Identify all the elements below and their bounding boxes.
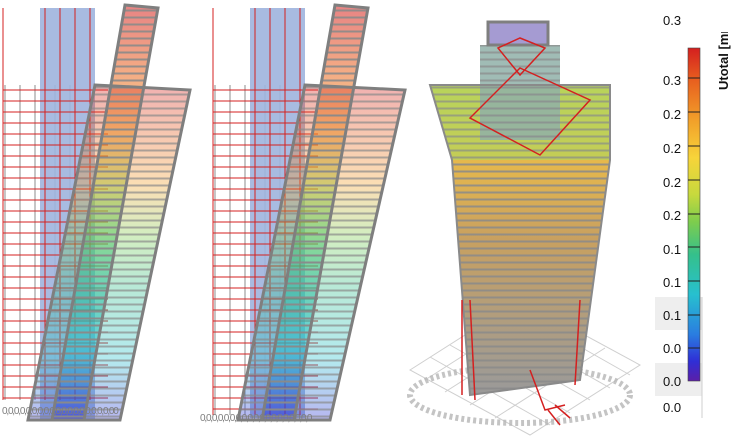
color-scale-bar xyxy=(687,47,703,418)
legend-top-label: 0.3 xyxy=(663,13,682,28)
legend-title: Utotal [mm] xyxy=(716,32,731,90)
legend-tick-label: 0.0 xyxy=(663,374,682,389)
3d-perspective-view xyxy=(407,20,641,436)
legend-tick-label: 0.0 xyxy=(663,341,682,356)
legend-tick-label: 0.3 xyxy=(663,73,682,88)
legend-tick-label: 0.2 xyxy=(663,141,682,156)
model-viewport[interactable]: 0,0,0,0,0,0,0,0,0,0,0,0,0,0,0,0,0,0,00 0… xyxy=(0,0,655,438)
legend-tick-label: 0.2 xyxy=(663,208,682,223)
base-bracing xyxy=(461,299,581,426)
ruler-middle: 0,0,0,0,0,0,0,0,0,0,0,0,0,0,0,0,0,0,0 xyxy=(200,413,312,424)
crown-bracing xyxy=(468,67,592,156)
legend-tick-label: 0.0 xyxy=(663,400,682,415)
roof-block xyxy=(488,22,548,45)
svg-text:Utotal [mm]: Utotal [mm] xyxy=(716,32,731,90)
color-legend: 0.3 Utotal [mm] xyxy=(655,0,737,438)
roof-bracing xyxy=(496,37,547,77)
deformed-frame-view-2 xyxy=(212,3,407,422)
legend-tick-label: 0.2 xyxy=(663,175,682,190)
structure-canvas[interactable] xyxy=(0,0,655,438)
legend-tick-label: 0.1 xyxy=(663,242,682,257)
ruler-left: 0,0,0,0,0,0,0,0,0,0,0,0,0,0,0,0,0,0,00 xyxy=(2,406,119,417)
deformed-tower-2 xyxy=(236,3,407,422)
legend-tick-label: 0.2 xyxy=(663,107,682,122)
legend-tick-label: 0.1 xyxy=(663,275,682,290)
deformed-frame-view-1 xyxy=(2,3,192,422)
legend-tick-label: 0.1 xyxy=(663,308,682,323)
deformed-tower xyxy=(26,3,192,422)
